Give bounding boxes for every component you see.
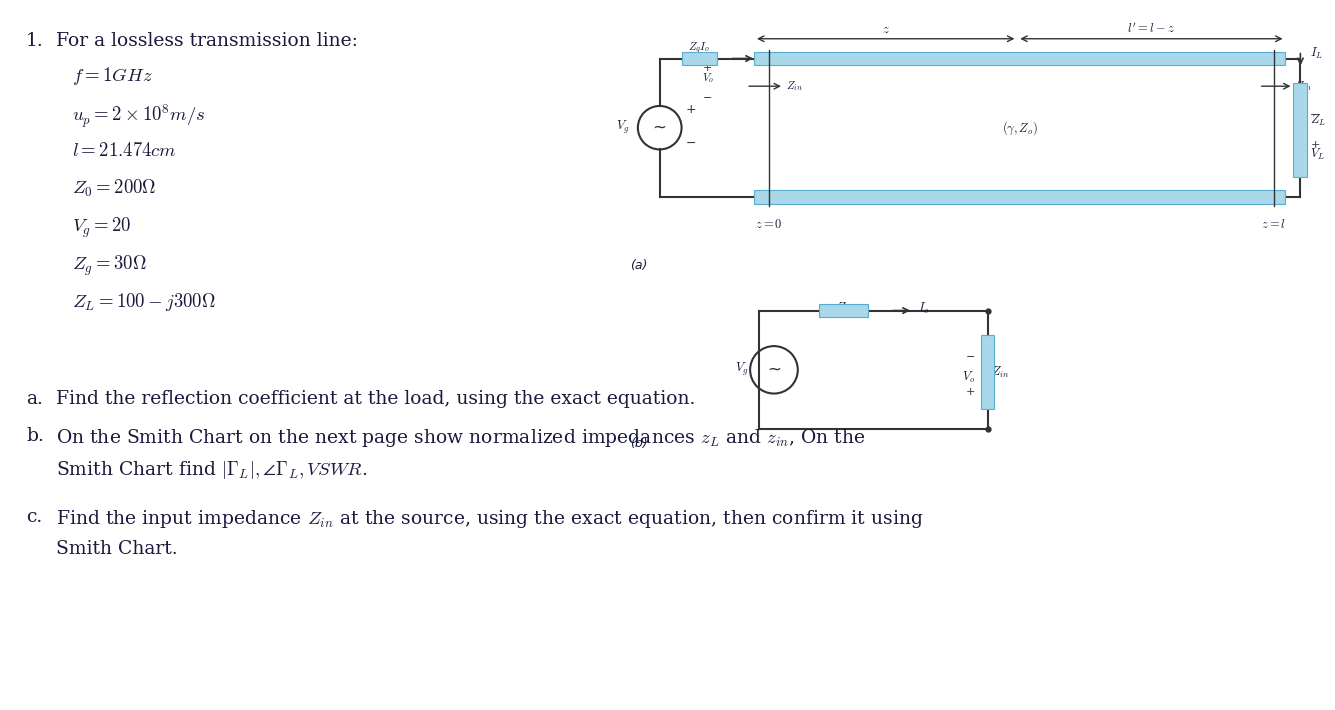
Bar	[980, 335, 995, 410]
Text: $I_o$: $I_o$	[918, 300, 929, 316]
Bar	[754, 52, 1286, 65]
Text: $V_g$: $V_g$	[617, 119, 630, 136]
Text: a.: a.	[25, 390, 43, 408]
Text: $Z_{0} = 200\Omega$: $Z_{0} = 200\Omega$	[72, 178, 156, 200]
Text: For a lossless transmission line:: For a lossless transmission line:	[56, 32, 358, 50]
Text: $V_L$: $V_L$	[1311, 147, 1326, 163]
Text: $Z_{L} = 100 - j300\Omega$: $Z_{L} = 100 - j300\Omega$	[72, 291, 215, 313]
Text: −: −	[702, 93, 712, 103]
Text: 1.: 1.	[25, 32, 44, 50]
Bar	[1294, 83, 1307, 177]
Text: +: +	[686, 104, 696, 116]
Text: +: +	[1311, 140, 1320, 150]
Text: $Z_{g} = 30\Omega$: $Z_{g} = 30\Omega$	[72, 253, 147, 278]
Text: $Z_g I_o$: $Z_g I_o$	[689, 40, 710, 58]
Text: $Z_{in}$: $Z_{in}$	[786, 80, 802, 93]
Text: +: +	[967, 387, 976, 397]
Text: (b): (b)	[630, 437, 647, 450]
Text: $l' = l - z$: $l' = l - z$	[1127, 21, 1176, 36]
Text: b.: b.	[25, 427, 44, 445]
Text: $z = l$: $z = l$	[1262, 218, 1286, 231]
Text: Smith Chart.: Smith Chart.	[56, 540, 178, 558]
Text: −: −	[1311, 110, 1320, 121]
Bar	[682, 52, 717, 65]
Text: $Z_{in}$: $Z_{in}$	[1295, 80, 1312, 93]
Text: −: −	[686, 137, 696, 150]
Text: (a): (a)	[630, 259, 647, 272]
Text: $(\gamma, Z_o)$: $(\gamma, Z_o)$	[1001, 119, 1037, 136]
Text: On the Smith Chart on the next page show normalized impedances $z_L$ and $z_{in}: On the Smith Chart on the next page show…	[56, 427, 865, 449]
Bar	[754, 190, 1286, 204]
Text: c.: c.	[25, 508, 43, 526]
Text: $Z_{in}$: $Z_{in}$	[992, 365, 1011, 380]
Text: Smith Chart find $|\Gamma_L|, \angle\Gamma_L, VSWR$.: Smith Chart find $|\Gamma_L|, \angle\Gam…	[56, 459, 367, 481]
Text: ~: ~	[653, 119, 666, 137]
Text: $Z_g$: $Z_g$	[836, 300, 850, 317]
Text: $Z_L$: $Z_L$	[1311, 113, 1327, 128]
Text: $V_{g} = 20$: $V_{g} = 20$	[72, 216, 131, 240]
Text: $V_o$: $V_o$	[702, 71, 714, 85]
Text: $l = 21.474cm$: $l = 21.474cm$	[72, 141, 176, 160]
Text: $I_L$: $I_L$	[1311, 46, 1323, 61]
Text: $V_o$: $V_o$	[963, 370, 976, 385]
Bar	[818, 304, 868, 317]
Text: ~: ~	[766, 361, 781, 379]
Text: $f = 1GHz$: $f = 1GHz$	[72, 65, 152, 87]
Text: $z = 0$: $z = 0$	[756, 218, 782, 231]
Text: +: +	[702, 63, 712, 73]
Text: −: −	[967, 352, 976, 363]
Text: Find the input impedance $Z_{in}$ at the source, using the exact equation, then : Find the input impedance $Z_{in}$ at the…	[56, 508, 924, 530]
Text: Find the reflection coefficient at the load, using the exact equation.: Find the reflection coefficient at the l…	[56, 390, 696, 408]
Text: $V_g$: $V_g$	[734, 361, 748, 378]
Text: $z$: $z$	[882, 23, 889, 36]
Text: $u_{p} = 2\times10^{8}m/s$: $u_{p} = 2\times10^{8}m/s$	[72, 103, 206, 131]
